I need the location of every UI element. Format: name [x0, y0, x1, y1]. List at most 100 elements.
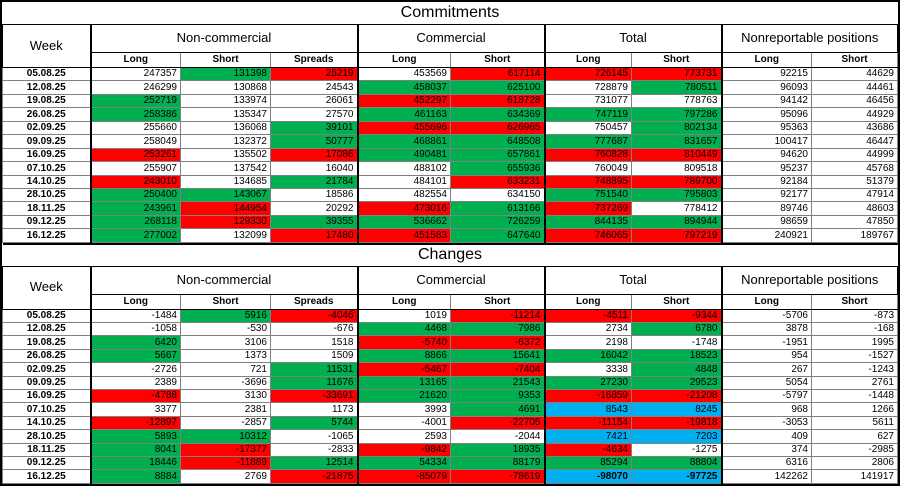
value-cell: 29523 — [631, 375, 722, 390]
value-cell: 5054 — [720, 375, 812, 390]
value-cell: -2833 — [270, 442, 358, 457]
value-cell: 45768 — [811, 161, 898, 176]
week-column-header: Week — [2, 266, 92, 310]
column-header: Short — [631, 294, 722, 310]
value-cell: 133974 — [180, 93, 271, 109]
value-cell: 726259 — [450, 214, 545, 230]
value-cell: 1518 — [270, 335, 358, 350]
value-cell: 134685 — [180, 174, 271, 190]
column-header: Short — [811, 52, 898, 68]
group-header-nonreportable-positions: Nonreportable positions — [720, 266, 898, 296]
week-cell: 09.09.25 — [2, 375, 92, 390]
value-cell: 482554 — [356, 187, 451, 203]
value-cell: 268118 — [90, 214, 181, 230]
column-header: Short — [811, 294, 898, 310]
value-cell: 48603 — [811, 201, 898, 216]
value-cell: 1173 — [270, 402, 358, 417]
group-header-total: Total — [543, 24, 722, 54]
value-cell: -21875 — [270, 469, 358, 484]
value-cell: 778763 — [631, 93, 722, 109]
value-cell: 747119 — [543, 107, 632, 122]
week-cell: 14.10.25 — [2, 174, 92, 190]
value-cell: 451583 — [356, 228, 451, 243]
table-row: 02.09.25 -2726 721 11531 -5467 -7404 3338 4848 2… — [2, 362, 898, 377]
value-cell: 627 — [811, 429, 898, 444]
value-cell: 131398 — [180, 66, 271, 82]
value-cell: 5893 — [90, 429, 181, 444]
value-cell: 95096 — [720, 107, 812, 122]
value-cell: -1748 — [631, 335, 722, 350]
value-cell: 137542 — [180, 161, 271, 176]
table-row: 12.08.25 -1058 -530 -676 4468 7986 2734 6780 387… — [2, 321, 898, 337]
week-cell: 28.10.25 — [2, 187, 92, 203]
table-row: 07.10.25 255907 137542 16040 488102 655936 760… — [2, 161, 898, 176]
value-cell: 43686 — [811, 120, 898, 136]
group-header-nonreportable-positions: Nonreportable positions — [720, 24, 898, 54]
value-cell: 4468 — [356, 321, 451, 337]
table-row: 14.10.25 243010 134685 21784 484101 633231 748… — [2, 174, 898, 190]
value-cell: 1266 — [811, 402, 898, 417]
value-cell: 721 — [180, 362, 271, 377]
value-cell: -5467 — [356, 362, 451, 377]
table-row: 07.10.25 3377 2381 1173 3993 4691 8543 8245 968 1… — [2, 402, 898, 417]
value-cell: -1527 — [811, 348, 898, 364]
value-cell: -98070 — [543, 469, 632, 484]
value-cell: 3130 — [180, 388, 271, 404]
value-cell: 2381 — [180, 402, 271, 417]
value-cell: 5916 — [180, 308, 271, 323]
column-header: Long — [89, 294, 181, 310]
value-cell: 39101 — [270, 120, 358, 136]
value-cell: 778412 — [631, 201, 722, 216]
value-cell: 731077 — [543, 93, 632, 109]
value-cell: -22705 — [450, 415, 545, 431]
value-cell: 3338 — [543, 362, 632, 377]
value-cell: 473016 — [356, 201, 451, 216]
value-cell: 11676 — [270, 375, 358, 390]
column-header: Short — [631, 52, 722, 68]
value-cell: 726145 — [543, 66, 632, 82]
value-cell: 189767 — [811, 228, 898, 243]
week-cell: 05.08.25 — [2, 66, 92, 82]
value-cell: 142262 — [720, 469, 812, 484]
changes-table: Changes Week Non-commercial Commercial Total… — [2, 243, 898, 484]
table-row: 18.11.25 243961 144954 20292 473016 613166 737… — [2, 201, 898, 216]
value-cell: -4046 — [270, 308, 358, 323]
value-cell: 92215 — [720, 66, 812, 82]
value-cell: 92177 — [720, 187, 812, 203]
column-header: Long — [356, 294, 451, 310]
table-row: 09.12.25 268118 129330 39355 536662 726259 844… — [2, 214, 898, 230]
week-cell: 05.08.25 — [2, 308, 92, 323]
value-cell: 20292 — [270, 201, 358, 216]
value-cell: -676 — [270, 321, 358, 337]
week-column-header: Week — [2, 24, 92, 68]
value-cell: 27570 — [270, 107, 358, 122]
value-cell: 795803 — [631, 187, 722, 203]
value-cell: 5744 — [270, 415, 358, 431]
group-header-non-commercial: Non-commercial — [89, 24, 358, 54]
value-cell: 88804 — [631, 455, 722, 471]
value-cell: 3377 — [90, 402, 181, 417]
value-cell: -4788 — [90, 388, 181, 404]
value-cell: 2593 — [356, 429, 451, 444]
value-cell: 844135 — [543, 214, 632, 230]
value-cell: 95237 — [720, 161, 812, 176]
value-cell: 968 — [720, 402, 812, 417]
value-cell: 453569 — [356, 66, 451, 82]
value-cell: 2761 — [811, 375, 898, 390]
value-cell: 760828 — [543, 147, 632, 163]
value-cell: 634369 — [450, 107, 545, 122]
value-cell: 809518 — [631, 161, 722, 176]
value-cell: 25219 — [270, 66, 358, 82]
value-cell: 12514 — [270, 455, 358, 471]
value-cell: 625100 — [450, 80, 545, 95]
commitments-table: Commitments Week Non-commercial Commercial T… — [2, 2, 898, 243]
group-header-commercial: Commercial — [356, 24, 545, 54]
value-cell: 15641 — [450, 348, 545, 364]
value-cell: 24543 — [270, 80, 358, 95]
value-cell: 789700 — [631, 174, 722, 190]
value-cell: -2985 — [811, 442, 898, 457]
value-cell: -4001 — [356, 415, 451, 431]
column-header: Spreads — [270, 52, 358, 68]
week-cell: 02.09.25 — [2, 362, 92, 377]
table-row: 16.12.25 277002 132099 17480 451583 647640 746… — [2, 228, 898, 243]
